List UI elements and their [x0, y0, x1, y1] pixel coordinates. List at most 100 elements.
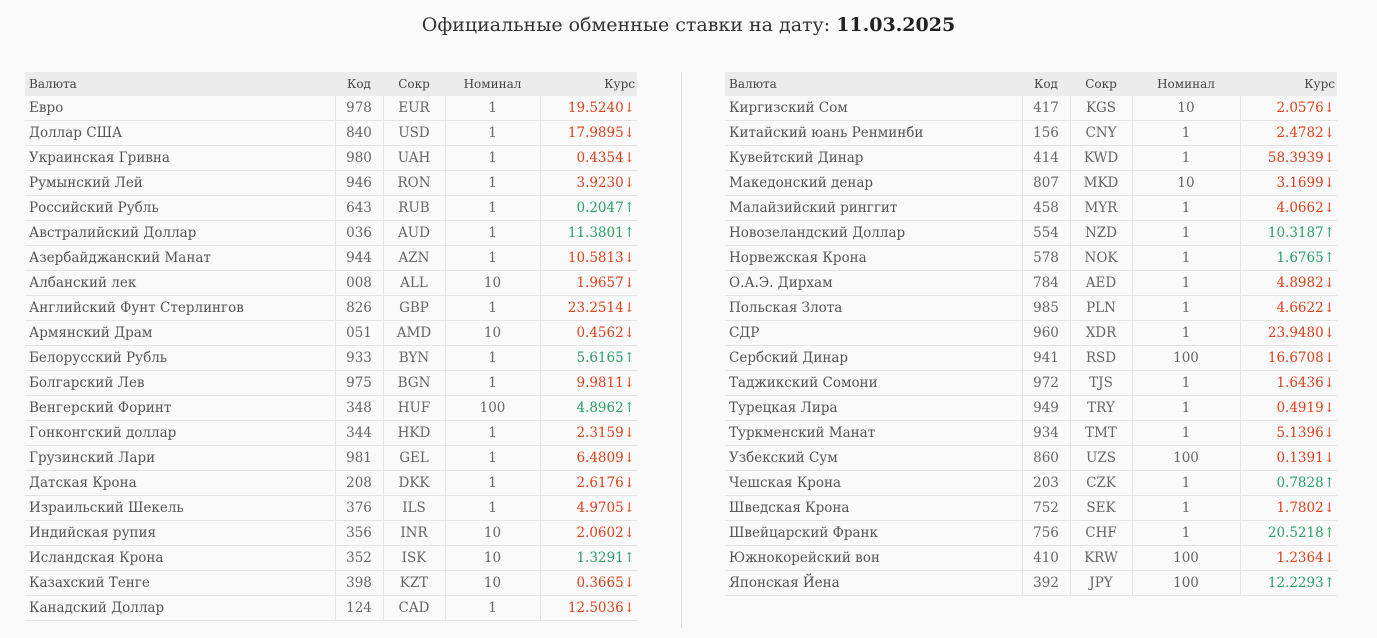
currency-nominal: 1 [444, 170, 540, 196]
rate-value: 9.9811 [576, 375, 624, 391]
rate-value: 2.0576 [1276, 100, 1324, 116]
currency-rate: 10.3187↑ [1239, 220, 1337, 246]
rate-value: 4.9705 [576, 500, 624, 516]
currency-abbr: BYN [382, 345, 445, 371]
arrow-down-icon: ↓ [623, 250, 635, 266]
currency-name: Венгерский Форинт [25, 395, 335, 421]
table-row: Норвежская Крона 578 NOK 1 1.6765↑ [725, 245, 1337, 271]
rate-value: 0.4919 [1276, 400, 1324, 416]
table-row: Чешская Крона 203 CZK 1 0.7828↑ [725, 470, 1337, 496]
currency-rate: 23.2514↓ [539, 295, 637, 321]
arrow-up-icon: ↑ [623, 400, 635, 416]
currency-nominal: 1 [1131, 120, 1240, 146]
currency-abbr: KGS [1069, 96, 1132, 121]
rates-body-left: Евро 978 EUR 1 19.5240↓ Доллар США 840 USD 1 17.9… [25, 96, 637, 621]
table-row: Израильский Шекель 376 ILS 1 4.9705↓ [25, 495, 637, 521]
currency-rate: 20.5218↑ [1239, 520, 1337, 546]
rate-value: 2.4782 [1276, 125, 1324, 141]
rate-value: 20.5218 [1267, 525, 1324, 541]
table-row: Грузинский Лари 981 GEL 1 6.4809↓ [25, 445, 637, 471]
currency-code: 752 [1021, 495, 1070, 521]
arrow-down-icon: ↓ [623, 475, 635, 491]
currency-abbr: KRW [1069, 545, 1132, 571]
rates-table-left: Валюта Код Сокр Номинал Курс Евро 978 EUR 1… [25, 72, 637, 621]
currency-code: 414 [1021, 145, 1070, 171]
currency-abbr: AUD [382, 220, 445, 246]
currency-code: 203 [1021, 470, 1070, 496]
currency-code: 578 [1021, 245, 1070, 271]
currency-nominal: 100 [1131, 570, 1240, 596]
currency-name: Малайзийский ринггит [725, 195, 1022, 221]
rate-value: 4.8962 [576, 400, 624, 416]
currency-nominal: 1 [1131, 270, 1240, 296]
column-header-currency: Валюта [25, 72, 335, 96]
table-row: Российский Рубль 643 RUB 1 0.2047↑ [25, 195, 637, 221]
table-row: Венгерский Форинт 348 HUF 100 4.8962↑ [25, 395, 637, 421]
currency-code: 417 [1021, 96, 1070, 121]
currency-rate: 12.5036↓ [539, 595, 637, 621]
rate-value: 0.4354 [576, 150, 624, 166]
currency-code: 554 [1021, 220, 1070, 246]
currency-name: Норвежская Крона [725, 245, 1022, 271]
currency-rate: 9.9811↓ [539, 370, 637, 396]
currency-name: Казахский Тенге [25, 570, 335, 596]
currency-code: 352 [334, 545, 383, 571]
arrow-down-icon: ↓ [623, 300, 635, 316]
table-row: Украинская Гривна 980 UAH 1 0.4354↓ [25, 145, 637, 171]
currency-name: Китайский юань Ренминби [725, 120, 1022, 146]
currency-code: 985 [1021, 295, 1070, 321]
currency-code: 398 [334, 570, 383, 596]
rate-value: 2.3159 [576, 425, 624, 441]
rates-body-right: Киргизский Сом 417 KGS 10 2.0576↓ Китайский ю… [725, 96, 1337, 596]
currency-name: Индийская рупия [25, 520, 335, 546]
column-header-nominal: Номинал [445, 72, 540, 96]
title-date: 11.03.2025 [836, 14, 956, 36]
currency-abbr: TJS [1069, 370, 1132, 396]
arrow-down-icon: ↓ [1323, 175, 1335, 191]
currency-code: 348 [334, 395, 383, 421]
arrow-down-icon: ↓ [1323, 450, 1335, 466]
column-header-code: Код [335, 72, 383, 96]
currency-abbr: BGN [382, 370, 445, 396]
rate-value: 5.1396 [1276, 425, 1324, 441]
arrow-down-icon: ↓ [1323, 300, 1335, 316]
rate-value: 6.4809 [576, 450, 624, 466]
currency-abbr: NOK [1069, 245, 1132, 271]
currency-code: 826 [334, 295, 383, 321]
arrow-down-icon: ↓ [623, 575, 635, 591]
rate-value: 1.9657 [576, 275, 624, 291]
rate-value: 1.7802 [1276, 500, 1324, 516]
table-row: Сербский Динар 941 RSD 100 16.6708↓ [725, 345, 1337, 371]
arrow-down-icon: ↓ [1323, 150, 1335, 166]
currency-name: Швейцарский Франк [725, 520, 1022, 546]
currency-rate: 0.4354↓ [539, 145, 637, 171]
currency-nominal: 1 [444, 345, 540, 371]
currency-abbr: KWD [1069, 145, 1132, 171]
currency-name: Румынский Лей [25, 170, 335, 196]
currency-abbr: TRY [1069, 395, 1132, 421]
currency-name: Российский Рубль [25, 195, 335, 221]
currency-abbr: USD [382, 120, 445, 146]
currency-rate: 4.9705↓ [539, 495, 637, 521]
currency-nominal: 1 [444, 470, 540, 496]
currency-rate: 12.2293↑ [1239, 570, 1337, 596]
currency-nominal: 1 [1131, 370, 1240, 396]
rate-value: 23.2514 [567, 300, 624, 316]
currency-code: 051 [334, 320, 383, 346]
currency-abbr: CAD [382, 595, 445, 621]
arrow-up-icon: ↑ [1323, 225, 1335, 241]
table-row: Македонский денар 807 MKD 10 3.1699↓ [725, 170, 1337, 196]
currency-rate: 2.0602↓ [539, 520, 637, 546]
currency-rate: 1.7802↓ [1239, 495, 1337, 521]
currency-code: 008 [334, 270, 383, 296]
currency-nominal: 10 [444, 545, 540, 571]
table-row: Датская Крона 208 DKK 1 2.6176↓ [25, 470, 637, 496]
table-row: Исландская Крона 352 ISK 10 1.3291↑ [25, 545, 637, 571]
currency-rate: 5.1396↓ [1239, 420, 1337, 446]
currency-code: 960 [1021, 320, 1070, 346]
arrow-up-icon: ↑ [1323, 525, 1335, 541]
arrow-down-icon: ↓ [623, 100, 635, 116]
currency-name: Турецкая Лира [725, 395, 1022, 421]
currency-code: 410 [1021, 545, 1070, 571]
currency-abbr: RON [382, 170, 445, 196]
